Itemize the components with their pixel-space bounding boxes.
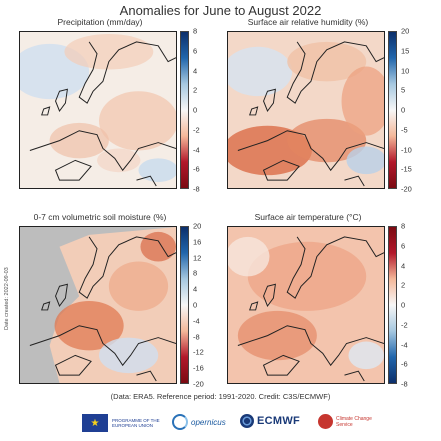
tick-label: 16 <box>193 237 202 247</box>
tick-label: 4 <box>193 284 198 294</box>
tick-label: 6 <box>193 46 198 56</box>
copernicus-logo: opernicus <box>172 414 226 430</box>
tick-label: 15 <box>401 46 410 56</box>
tick-label: 10 <box>401 66 410 75</box>
colorbar-labels-humidity: 20 15 10 5 0 -5 -10 -15 -20 <box>401 27 423 194</box>
main-title: Anomalies for June to August 2022 <box>119 3 322 18</box>
data-credit-caption: (Data: ERA5. Reference period: 1991-2020… <box>110 392 331 401</box>
coastline-soil-moisture <box>29 236 176 382</box>
tick-label: -10 <box>401 145 412 154</box>
coastline-temperature <box>237 236 384 382</box>
c3s-text: Climate Change Service <box>336 415 372 428</box>
panel-title-humidity: Surface air relative humidity (%) <box>247 17 369 27</box>
tick-label: 5 <box>401 85 406 95</box>
ecmwf-icon <box>240 414 254 428</box>
colorbar-labels-precipitation: 8 6 4 2 0 -2 -4 -6 -8 <box>193 27 215 194</box>
tick-label: 0 <box>193 105 198 115</box>
tick-label: -4 <box>193 145 200 154</box>
colorbar-soil-moisture <box>180 226 189 384</box>
tick-label: 20 <box>193 221 202 231</box>
copernicus-text: opernicus <box>191 417 226 427</box>
date-created: Date created: 2022-09-03 <box>4 267 10 330</box>
c3s-logo: Climate Change Service <box>318 414 376 429</box>
map-temperature <box>227 226 385 384</box>
tick-label: 8 <box>401 221 406 231</box>
colorbar-labels-soil-moisture: 20 16 12 8 4 0 -4 -8 -12 -16 -20 <box>193 222 215 389</box>
ecmwf-logo: ECMWF <box>240 414 300 428</box>
map-soil-moisture <box>19 226 177 384</box>
tick-label: 2 <box>401 280 406 290</box>
tick-label: -4 <box>193 316 200 326</box>
panel-title-precipitation: Precipitation (mm/day) <box>57 17 143 27</box>
colorbar-precipitation <box>180 31 189 189</box>
tick-label: 8 <box>193 26 198 36</box>
tick-label: -8 <box>193 332 200 342</box>
tick-label: -4 <box>401 340 408 349</box>
tick-label: 4 <box>193 66 198 75</box>
tick-label: -15 <box>401 164 412 174</box>
map-relative-humidity <box>227 31 385 189</box>
tick-label: 12 <box>193 253 202 263</box>
c3s-icon <box>318 414 333 429</box>
logo-strip: ★ PROGRAMME OF THE EUROPEAN UNION operni… <box>0 410 441 438</box>
colorbar-temperature <box>388 226 397 384</box>
tick-label: 0 <box>193 300 198 310</box>
colorbar-humidity <box>388 31 397 189</box>
ecmwf-text: ECMWF <box>257 415 301 427</box>
panel-title-temperature: Surface air temperature (°C) <box>254 212 362 222</box>
tick-label: 20 <box>401 26 410 36</box>
eu-programme-text: PROGRAMME OF THE EUROPEAN UNION <box>112 418 160 428</box>
tick-label: 4 <box>401 261 406 270</box>
tick-label: -12 <box>193 347 204 357</box>
tick-label: -20 <box>193 379 204 389</box>
tick-label: -8 <box>193 184 200 194</box>
tick-label: -20 <box>401 184 412 194</box>
tick-label: -16 <box>193 363 204 373</box>
tick-label: -6 <box>193 164 200 174</box>
tick-label: 6 <box>401 241 406 251</box>
tick-label: 8 <box>193 268 198 278</box>
tick-label: 2 <box>193 85 198 95</box>
coastline-humidity <box>237 41 384 187</box>
tick-label: -8 <box>401 379 408 389</box>
copernicus-icon <box>172 414 188 430</box>
eu-flag-icon: ★ <box>82 414 108 432</box>
tick-label: -2 <box>193 125 200 135</box>
panel-title-soil-moisture: 0-7 cm volumetric soil moisture (%) <box>33 212 167 222</box>
map-precipitation <box>19 31 177 189</box>
coastline-precipitation <box>29 41 176 187</box>
tick-label: -2 <box>401 320 408 330</box>
colorbar-labels-temperature: 8 6 4 2 0 -2 -4 -6 -8 <box>401 222 423 389</box>
tick-label: 0 <box>401 105 406 115</box>
tick-label: -5 <box>401 125 408 135</box>
eu-programme-logo: ★ PROGRAMME OF THE EUROPEAN UNION <box>82 414 162 432</box>
tick-label: -6 <box>401 359 408 369</box>
tick-label: 0 <box>401 300 406 310</box>
